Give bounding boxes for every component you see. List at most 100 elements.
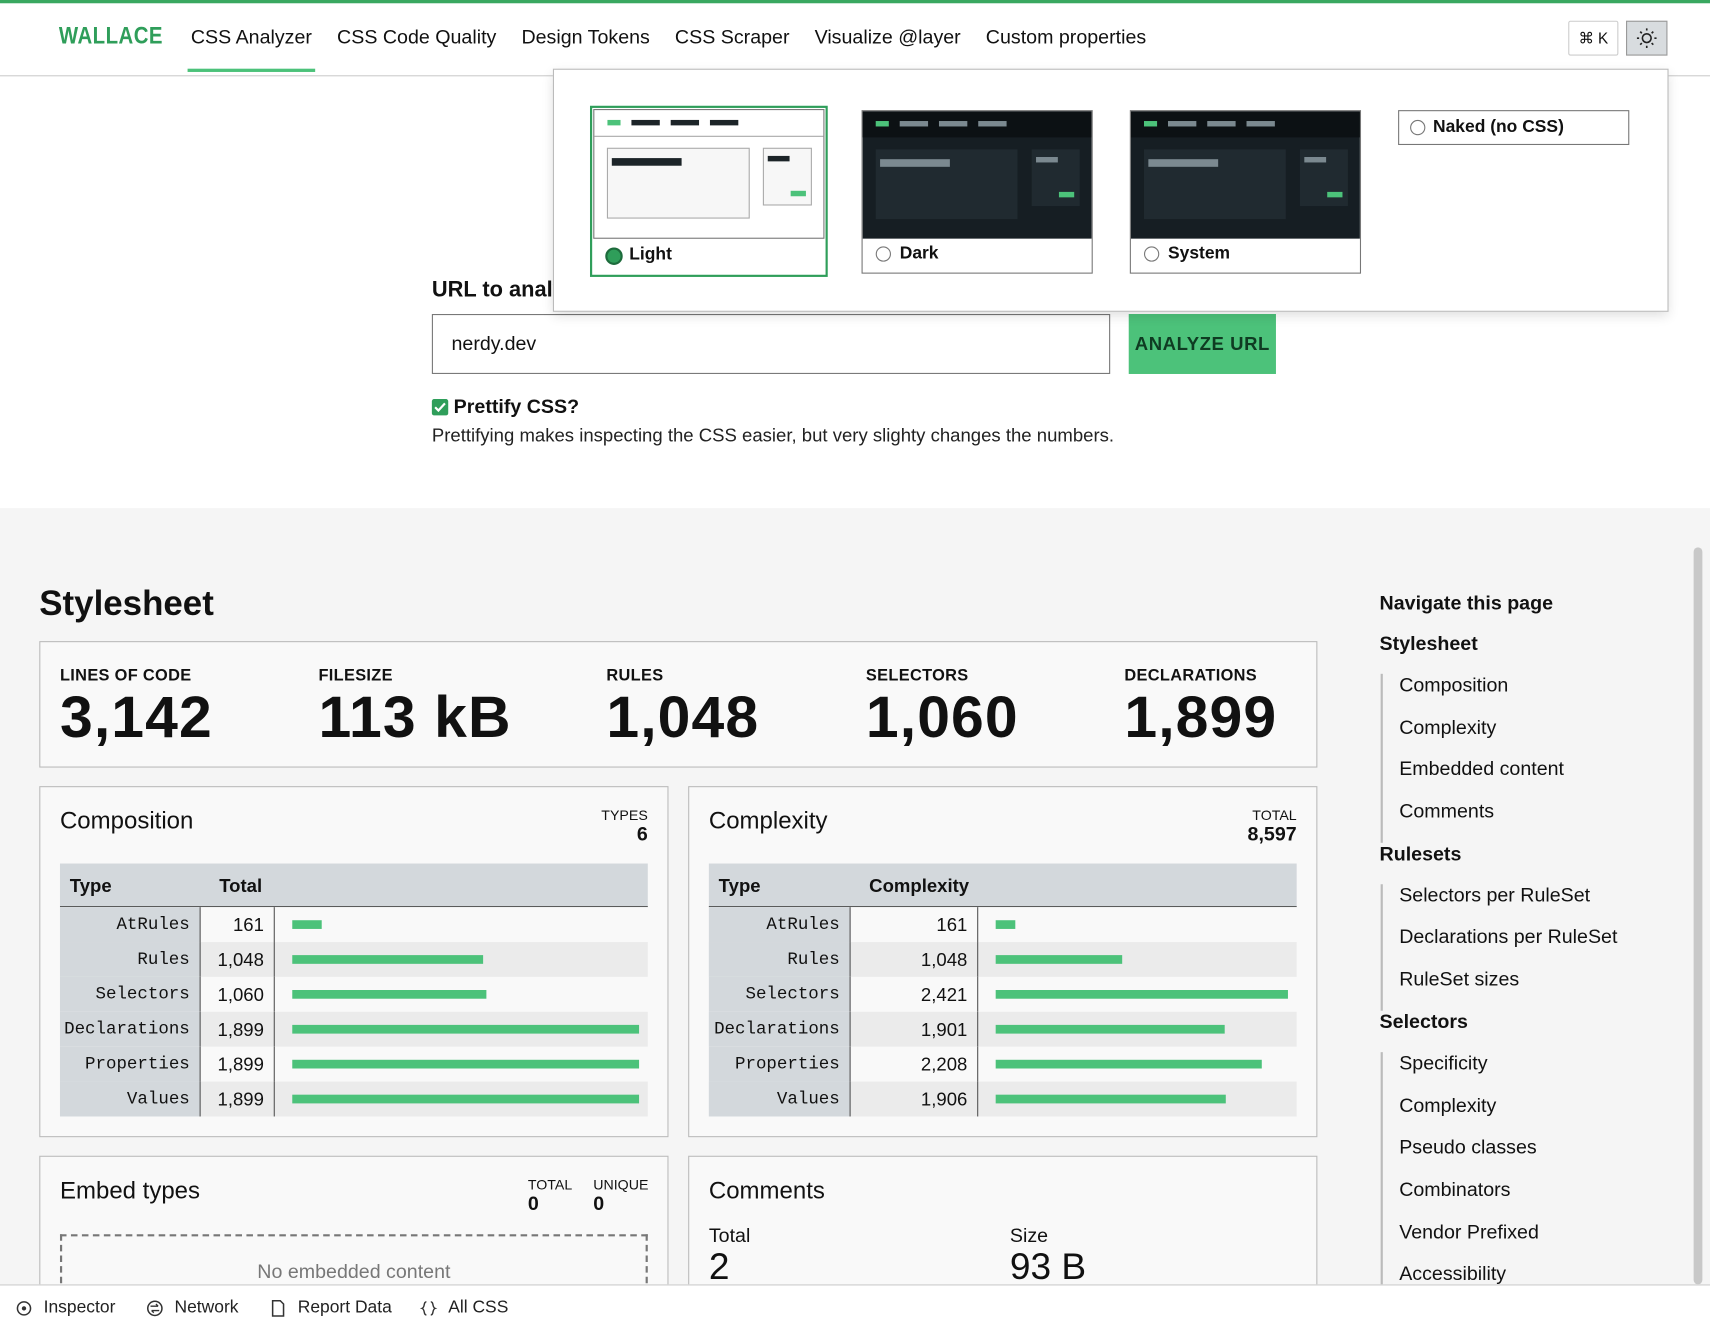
shape bbox=[15, 1299, 34, 1318]
side-nav-link[interactable]: Composition bbox=[1383, 674, 1674, 716]
nav-link[interactable]: CSS Analyzer bbox=[191, 26, 312, 49]
devtools-tab[interactable]: Report Data bbox=[269, 1296, 391, 1320]
card-title: Comments bbox=[709, 1176, 825, 1204]
tab-icon bbox=[146, 1299, 165, 1318]
value: 2,421 bbox=[850, 985, 968, 1007]
stat-value: 113 kB bbox=[318, 684, 511, 752]
theme-label: Light bbox=[629, 245, 672, 265]
tab-label: Inspector bbox=[44, 1299, 116, 1319]
shape bbox=[1168, 121, 1196, 126]
type-name: Selectors bbox=[60, 985, 190, 1005]
side-nav-link[interactable]: Accessibility bbox=[1383, 1263, 1674, 1285]
shape bbox=[420, 1299, 439, 1318]
type-name: Declarations bbox=[60, 1019, 190, 1039]
shortcut-button[interactable]: ⌘ K bbox=[1568, 21, 1618, 56]
shape bbox=[1304, 157, 1326, 162]
theme-menu: Light DarkSystem Naked (no CSS) bbox=[553, 69, 1669, 312]
meta-value: 0 bbox=[593, 1193, 604, 1216]
shape bbox=[791, 191, 806, 196]
type-name: Selectors bbox=[709, 985, 840, 1005]
side-nav-link[interactable]: Pseudo classes bbox=[1383, 1136, 1674, 1178]
side-nav-list: Selectors per RuleSetDeclarations per Ru… bbox=[1381, 884, 1674, 1011]
shape bbox=[710, 120, 738, 125]
value: 1,048 bbox=[850, 950, 968, 972]
devtools-tab[interactable]: Network bbox=[146, 1296, 238, 1320]
stat-value: 1,048 bbox=[606, 684, 759, 752]
side-nav-group[interactable]: Stylesheet bbox=[1380, 632, 1674, 673]
bar bbox=[996, 920, 1015, 929]
side-nav-link[interactable]: Complexity bbox=[1383, 1094, 1674, 1136]
top-accent bbox=[0, 0, 1710, 3]
analyze-button[interactable]: ANALYZE URL bbox=[1129, 314, 1276, 374]
type-name: Rules bbox=[60, 950, 190, 970]
devtools-bar: Inspector Network Report Data All CSS bbox=[0, 1284, 1710, 1328]
side-nav-title: Navigate this page bbox=[1380, 592, 1674, 632]
column-header: Type bbox=[70, 876, 112, 898]
shape bbox=[612, 158, 682, 166]
theme-toggle[interactable] bbox=[1626, 21, 1667, 56]
bar bbox=[996, 1025, 1225, 1034]
radio bbox=[605, 248, 622, 265]
bar bbox=[996, 1095, 1226, 1104]
theme-option[interactable]: Naked (no CSS) bbox=[1398, 110, 1629, 145]
stat-value: 3,142 bbox=[60, 684, 213, 752]
composition-card: CompositionTYPES6TypeTotalAtRules161Rule… bbox=[39, 786, 668, 1137]
scrollbar bbox=[1694, 547, 1703, 1284]
theme-label: Naked (no CSS) bbox=[1433, 118, 1564, 138]
shape bbox=[900, 121, 928, 126]
side-nav-group[interactable]: Selectors bbox=[1380, 1011, 1674, 1052]
stat-value: 1,899 bbox=[1124, 684, 1277, 752]
bar bbox=[996, 990, 1288, 999]
theme-option[interactable]: System bbox=[1130, 110, 1361, 274]
bar bbox=[292, 1025, 639, 1034]
theme-option[interactable]: Light bbox=[590, 106, 828, 277]
meta-value: 0 bbox=[528, 1193, 539, 1216]
tab-label: Report Data bbox=[298, 1299, 392, 1319]
side-nav-list: CompositionComplexityEmbedded contentCom… bbox=[1381, 674, 1674, 843]
table-header bbox=[60, 864, 648, 908]
shape bbox=[1247, 121, 1275, 126]
shape bbox=[939, 121, 967, 126]
bar bbox=[996, 955, 1123, 964]
shape bbox=[1207, 121, 1235, 126]
stat-label: RULES bbox=[606, 666, 663, 685]
value: 1,899 bbox=[200, 1089, 264, 1111]
stat-label: LINES OF CODE bbox=[60, 666, 191, 685]
value: 1,060 bbox=[200, 985, 264, 1007]
devtools-tab[interactable]: Inspector bbox=[15, 1296, 115, 1320]
side-nav-link[interactable]: Specificity bbox=[1383, 1052, 1674, 1094]
theme-option[interactable]: Dark bbox=[862, 110, 1093, 274]
meta-label: TOTAL bbox=[1252, 807, 1296, 823]
bar bbox=[292, 990, 486, 999]
side-nav-link[interactable]: Combinators bbox=[1383, 1178, 1674, 1220]
bar bbox=[292, 1095, 639, 1104]
shape bbox=[1131, 111, 1360, 137]
radio bbox=[876, 246, 891, 261]
side-nav-link[interactable]: Selectors per RuleSet bbox=[1383, 884, 1674, 926]
side-nav-link[interactable]: Declarations per RuleSet bbox=[1383, 926, 1674, 968]
stat-value: 1,060 bbox=[866, 684, 1019, 752]
nav-link[interactable]: Design Tokens bbox=[521, 26, 649, 49]
side-nav-link[interactable]: Comments bbox=[1383, 800, 1674, 842]
value: 161 bbox=[850, 915, 968, 937]
nav-link[interactable]: Visualize @layer bbox=[815, 26, 961, 49]
side-nav-link[interactable]: Complexity bbox=[1383, 716, 1674, 758]
side-nav-group[interactable]: Rulesets bbox=[1380, 843, 1674, 884]
shape bbox=[1652, 43, 1654, 45]
nav-link[interactable]: CSS Scraper bbox=[675, 26, 790, 49]
devtools-tab[interactable]: All CSS bbox=[420, 1296, 508, 1320]
nav-link[interactable]: CSS Code Quality bbox=[337, 26, 496, 49]
stat-value: 93 B bbox=[1010, 1246, 1086, 1284]
logo: WALLACE bbox=[59, 22, 163, 50]
stat-label: Size bbox=[1010, 1224, 1048, 1247]
checkbox[interactable] bbox=[432, 399, 448, 415]
meta-label: TOTAL bbox=[528, 1176, 572, 1192]
shape bbox=[1637, 28, 1657, 48]
side-nav-link[interactable]: Embedded content bbox=[1383, 758, 1674, 800]
nav-link[interactable]: Custom properties bbox=[986, 26, 1146, 49]
side-nav-link[interactable]: RuleSet sizes bbox=[1383, 968, 1674, 1010]
side-nav-link[interactable]: Vendor Prefixed bbox=[1383, 1221, 1674, 1263]
side-nav-list: SpecificityComplexityPseudo classesCombi… bbox=[1381, 1052, 1674, 1284]
